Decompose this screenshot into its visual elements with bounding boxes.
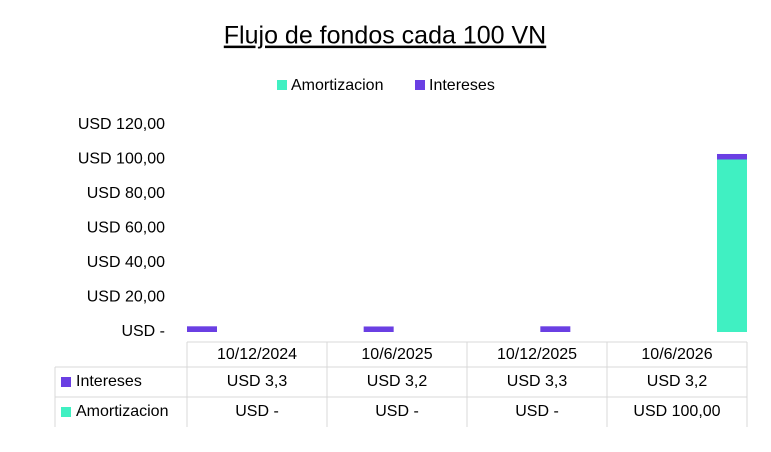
table-cell: USD 3,2 bbox=[367, 373, 428, 390]
y-tick-label: USD - bbox=[121, 323, 165, 340]
bar-segment bbox=[363, 326, 394, 332]
bar-segment bbox=[717, 153, 747, 160]
bar-segment bbox=[717, 159, 747, 332]
y-tick-label: USD 40,00 bbox=[87, 254, 165, 271]
table-cell: USD - bbox=[515, 403, 559, 420]
y-tick-label: USD 20,00 bbox=[87, 289, 165, 306]
legend-key bbox=[61, 377, 71, 387]
legend-label: Intereses bbox=[429, 77, 495, 94]
table-cell: USD 3,2 bbox=[647, 373, 708, 390]
table-cell: USD 3,3 bbox=[507, 373, 568, 390]
bar-segment bbox=[187, 326, 217, 332]
table-cell: USD 3,3 bbox=[227, 373, 288, 390]
x-tick-label: 10/6/2025 bbox=[361, 346, 432, 363]
x-tick-label: 10/12/2025 bbox=[497, 346, 577, 363]
x-tick-label: 10/6/2026 bbox=[641, 346, 712, 363]
table-row-label: Amortizacion bbox=[76, 403, 168, 420]
legend-label: Amortizacion bbox=[291, 77, 383, 94]
table-row-label: Intereses bbox=[76, 373, 142, 390]
bar-segment bbox=[540, 326, 571, 332]
chart-title: Flujo de fondos cada 100 VN bbox=[224, 22, 546, 50]
table-cell: USD - bbox=[235, 403, 279, 420]
legend-key bbox=[277, 80, 287, 90]
legend-key bbox=[61, 407, 71, 417]
y-tick-label: USD 60,00 bbox=[87, 220, 165, 237]
x-tick-label: 10/12/2024 bbox=[217, 346, 297, 363]
y-tick-label: USD 100,00 bbox=[78, 151, 165, 168]
table-cell: USD - bbox=[375, 403, 419, 420]
legend-key bbox=[415, 80, 425, 90]
y-tick-label: USD 120,00 bbox=[78, 116, 165, 133]
table-cell: USD 100,00 bbox=[633, 403, 720, 420]
y-tick-label: USD 80,00 bbox=[87, 185, 165, 202]
